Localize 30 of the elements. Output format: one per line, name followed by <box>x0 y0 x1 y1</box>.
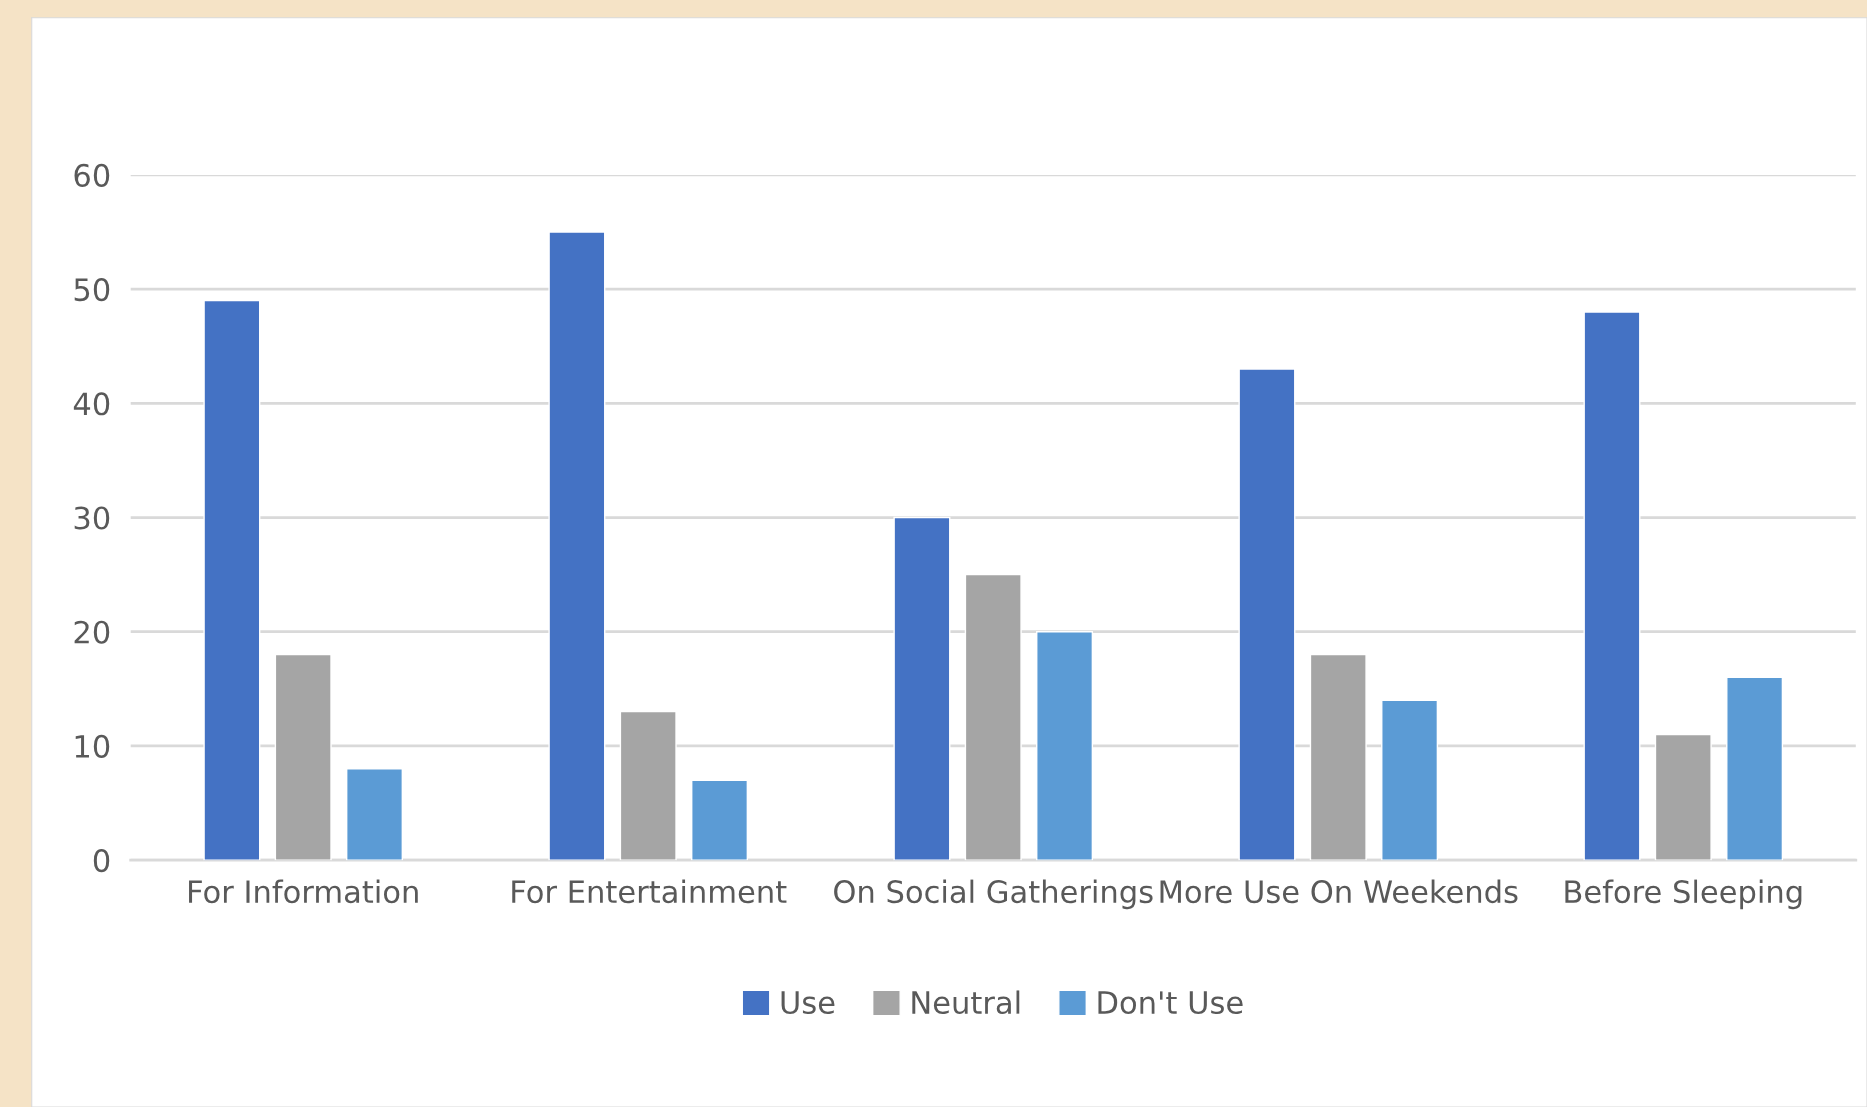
bar <box>346 768 404 861</box>
bar <box>1309 653 1367 861</box>
legend-label: Use <box>781 991 835 1015</box>
bar <box>964 573 1022 861</box>
bar <box>1381 699 1439 861</box>
bar <box>1654 733 1712 861</box>
y-tick-label: 50 <box>74 278 110 302</box>
x-tick-label: On Social Gatherings <box>834 879 1153 910</box>
x-tick-label: For Entertainment <box>512 879 787 904</box>
x-tick-label: For Information <box>189 879 418 904</box>
bar <box>893 516 951 861</box>
bar <box>203 299 261 861</box>
bar <box>619 710 677 861</box>
y-tick-label: 40 <box>73 392 110 416</box>
y-tick-label: 30 <box>74 506 110 530</box>
bar <box>1583 311 1641 861</box>
legend-label: Neutral <box>912 990 1020 1015</box>
bar <box>1238 368 1296 861</box>
legend-label: Don't Use <box>1098 991 1243 1015</box>
bar <box>691 779 749 861</box>
y-tick-label: 60 <box>74 163 110 187</box>
bar <box>274 653 332 861</box>
x-tick-label: More Use On Weekends <box>1160 879 1518 904</box>
bar <box>548 231 606 861</box>
y-tick-label: 20 <box>74 620 110 644</box>
x-tick-label: Before Sleeping <box>1565 879 1802 910</box>
bar <box>1726 676 1784 861</box>
y-tick-label: 10 <box>75 734 110 758</box>
bar <box>1036 631 1094 861</box>
y-tick-label: 0 <box>93 849 110 873</box>
